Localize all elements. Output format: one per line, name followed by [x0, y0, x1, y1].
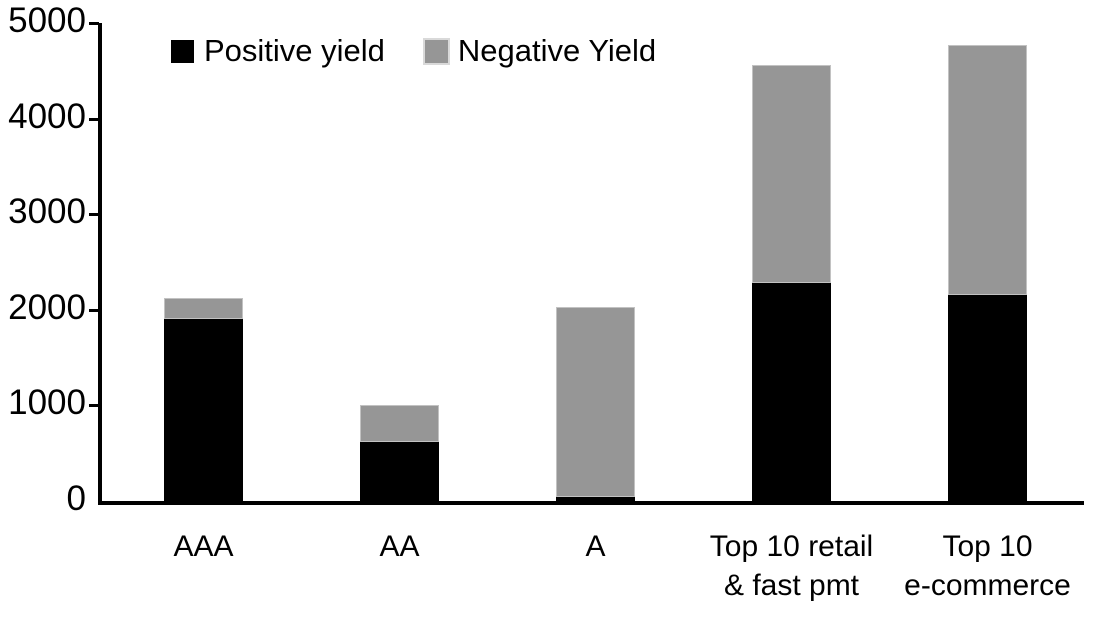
x-tick-label: Top 10 e-commerce	[904, 530, 1071, 602]
bar-segment-positive-yield	[752, 283, 831, 501]
y-tick-label: 5000	[8, 1, 86, 40]
x-tick-label: AAA	[173, 530, 234, 563]
bar-segment-negative-yield	[948, 45, 1027, 296]
x-tick-label: Top 10 retail & fast pmt	[709, 530, 874, 602]
legend-item: Negative Yield	[424, 33, 657, 69]
y-tick-label: 0	[66, 479, 86, 518]
x-tick-label: AA	[379, 530, 420, 563]
bar-segment-negative-yield	[360, 405, 439, 442]
legend-swatch-icon	[171, 39, 194, 63]
legend-swatch-icon	[424, 39, 448, 63]
y-tick-mark	[89, 213, 99, 217]
y-tick-mark	[89, 22, 99, 25]
bar-segment-positive-yield	[556, 497, 635, 501]
bar-segment-positive-yield	[164, 319, 243, 501]
legend-item: Positive yield	[171, 33, 385, 69]
bar-4	[752, 65, 831, 501]
bar-segment-positive-yield	[360, 441, 439, 501]
bar-segment-negative-yield	[556, 306, 635, 498]
bar-segment-negative-yield	[752, 65, 831, 284]
y-tick-mark	[89, 404, 99, 408]
y-axis-line	[98, 23, 102, 505]
bar-1	[164, 298, 243, 501]
y-tick-mark	[89, 117, 99, 121]
y-tick-label: 1000	[8, 383, 86, 423]
x-tick-label: A	[585, 530, 606, 563]
y-tick-label: 3000	[8, 192, 86, 232]
y-tick-label: 4000	[8, 96, 86, 136]
bar-5	[948, 45, 1027, 501]
bar-2	[360, 405, 439, 501]
legend-label: Negative Yield	[457, 33, 657, 68]
legend: Positive yield Negative Yield	[171, 33, 656, 69]
y-tick-label: 2000	[8, 287, 86, 327]
legend-label: Positive yield	[204, 33, 385, 68]
bar-segment-negative-yield	[164, 298, 243, 320]
x-axis-line	[98, 501, 1084, 505]
y-tick-mark	[89, 308, 99, 312]
bar-3	[556, 306, 635, 501]
bar-segment-positive-yield	[948, 295, 1027, 501]
